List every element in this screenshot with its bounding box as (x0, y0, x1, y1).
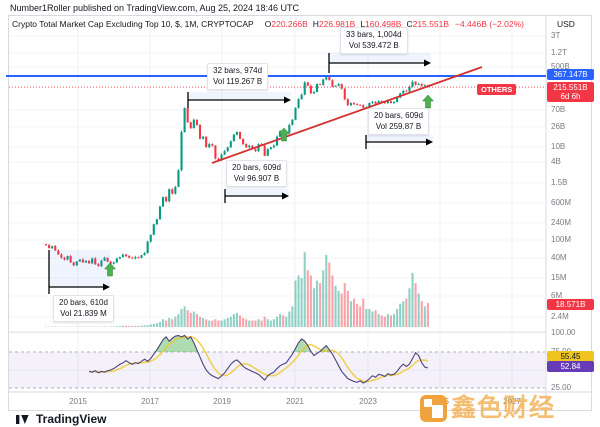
range-label-c[interactable]: 33 bars, 1,004d Vol 539.472 B (340, 27, 408, 54)
range-a-bars: 20 bars, 610d (59, 298, 108, 307)
range-d-bars: 20 bars, 609d (232, 163, 281, 172)
range-label-d[interactable]: 20 bars, 609d Vol 96.907 B (226, 160, 287, 187)
tradingview-mark-icon (16, 414, 29, 424)
ohlc-high-value: 226.981B (318, 19, 356, 29)
range-label-e[interactable]: 20 bars, 609d Vol 259.87 B (368, 108, 429, 135)
price-tick: 100M (551, 235, 572, 244)
time-tick: 2017 (141, 397, 159, 406)
volume-badge: 18.571B (547, 299, 594, 310)
ohlc-close-key: C (406, 19, 413, 29)
price-tick: 70B (551, 105, 566, 114)
price-tick: 240M (551, 218, 572, 227)
time-tick: 2027 (503, 397, 521, 406)
price-tick: 3T (551, 31, 561, 40)
time-tick: 2019 (213, 397, 231, 406)
price-tick: 25.00 (551, 383, 572, 392)
last-price-badge: 215.551B 6d 6h (547, 82, 594, 102)
watermark-text: 鑫色财经 (451, 394, 556, 422)
symbol-title: Crypto Total Market Cap Excluding Top 10… (12, 19, 254, 29)
bar-countdown: 6d 6h (560, 92, 581, 101)
stoch-k-badge: 52.84 (547, 361, 594, 372)
range-label-b[interactable]: 32 bars, 974d Vol 119.267 B (207, 63, 269, 90)
resistance-price-badge: 367.147B (547, 69, 594, 80)
range-label-a[interactable]: 20 bars, 610d Vol 21.839 M (53, 295, 114, 322)
price-tick: 26B (551, 122, 566, 131)
tradingview-logo[interactable]: TradingView (16, 412, 106, 426)
price-tick: 4B (551, 157, 561, 166)
price-tick: 40M (551, 253, 567, 262)
price-tick: 100.00 (551, 328, 576, 337)
range-a-volume: Vol 21.839 M (60, 308, 107, 318)
last-price-value: 215.551B (553, 83, 588, 92)
watermark: 鑫色财经 (420, 395, 555, 422)
price-tick: 500B (551, 62, 570, 71)
series-flag-others[interactable]: OTHERS (477, 84, 517, 95)
currency-label[interactable]: USD (557, 19, 575, 29)
stoch-d-badge: 55.45 (547, 351, 594, 362)
range-b-bars: 32 bars, 974d (213, 66, 263, 75)
chart-legend[interactable]: Crypto Total Market Cap Excluding Top 10… (12, 19, 524, 29)
time-tick: 2023 (359, 397, 377, 406)
time-tick: 2021 (286, 397, 304, 406)
tradingview-wordmark: TradingView (36, 412, 107, 426)
ohlc-open-value: 220.266B (271, 19, 308, 29)
price-tick: 600M (551, 198, 572, 207)
range-e-bars: 20 bars, 609d (374, 111, 423, 120)
published-line: Number1Roller published on TradingView.c… (10, 3, 300, 13)
ohlc-low-key: L (360, 19, 366, 29)
price-tick: 2.4M (551, 312, 569, 321)
price-tick: 15M (551, 273, 567, 282)
range-d-volume: Vol 96.907 B (233, 173, 280, 183)
change-value: −4.446B (−2.02%) (455, 19, 524, 29)
range-b-volume: Vol 119.267 B (213, 76, 263, 86)
range-e-volume: Vol 259.87 B (375, 121, 422, 131)
ohlc-close-value: 215.551B (412, 19, 449, 29)
time-tick: 2015 (69, 397, 87, 406)
price-tick: 6M (551, 291, 563, 300)
price-tick: 1.2T (551, 48, 568, 57)
ohlc-low-value: 160.498B (365, 19, 402, 29)
range-c-bars: 33 bars, 1,004d (346, 30, 402, 39)
range-c-volume: Vol 539.472 B (348, 40, 399, 50)
price-tick: 1.5B (551, 178, 568, 187)
price-tick: 10B (551, 142, 566, 151)
watermark-logo-icon (420, 395, 447, 422)
ohlc-high-key: H (312, 19, 319, 29)
ohlc-open-key: O (264, 19, 272, 29)
